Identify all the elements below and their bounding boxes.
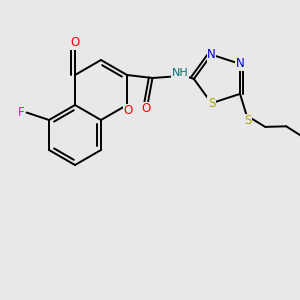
Text: S: S <box>208 97 215 110</box>
Text: F: F <box>18 106 24 119</box>
Text: O: O <box>124 104 133 118</box>
Text: N: N <box>207 48 216 61</box>
Text: NH: NH <box>172 68 188 78</box>
Text: S: S <box>244 114 252 128</box>
Text: O: O <box>142 102 151 115</box>
Text: O: O <box>70 36 80 49</box>
Text: N: N <box>236 57 244 70</box>
